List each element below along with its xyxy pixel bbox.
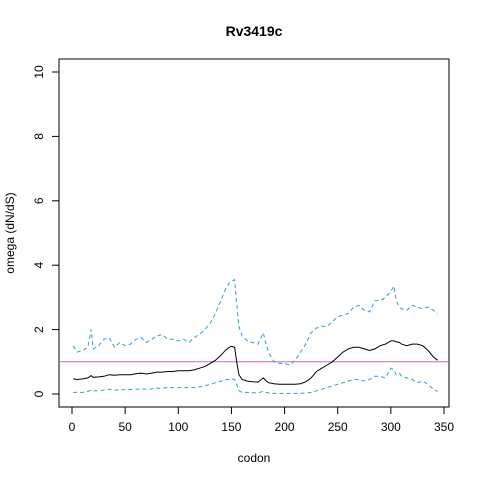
y-axis-label: omega (dN/dS) (3, 192, 17, 273)
x-axis: 0 50 100 150 200 250 300 350 (69, 407, 454, 434)
series-line-upper (72, 278, 438, 366)
y-tick-label: 8 (32, 133, 46, 140)
x-tick-label: 50 (118, 420, 132, 434)
x-tick-label: 100 (168, 420, 188, 434)
x-tick-label: 250 (328, 420, 348, 434)
x-tick-label: 0 (69, 420, 76, 434)
y-axis: 0 2 4 6 8 10 (32, 65, 59, 397)
series-layer (72, 278, 438, 394)
x-tick-label: 350 (434, 420, 454, 434)
x-axis-label: codon (238, 451, 271, 465)
chart-title: Rv3419c (226, 23, 283, 39)
series-line-estimate (73, 340, 438, 385)
x-tick-label: 300 (381, 420, 401, 434)
x-tick-label: 200 (275, 420, 295, 434)
y-tick-label: 2 (32, 326, 46, 333)
y-tick-label: 4 (32, 262, 46, 269)
y-tick-label: 6 (32, 197, 46, 204)
series-line-lower (73, 367, 438, 394)
y-tick-label: 0 (32, 390, 46, 397)
plot-frame (58, 58, 450, 408)
y-tick-label: 10 (32, 65, 46, 79)
x-tick-label: 150 (221, 420, 241, 434)
